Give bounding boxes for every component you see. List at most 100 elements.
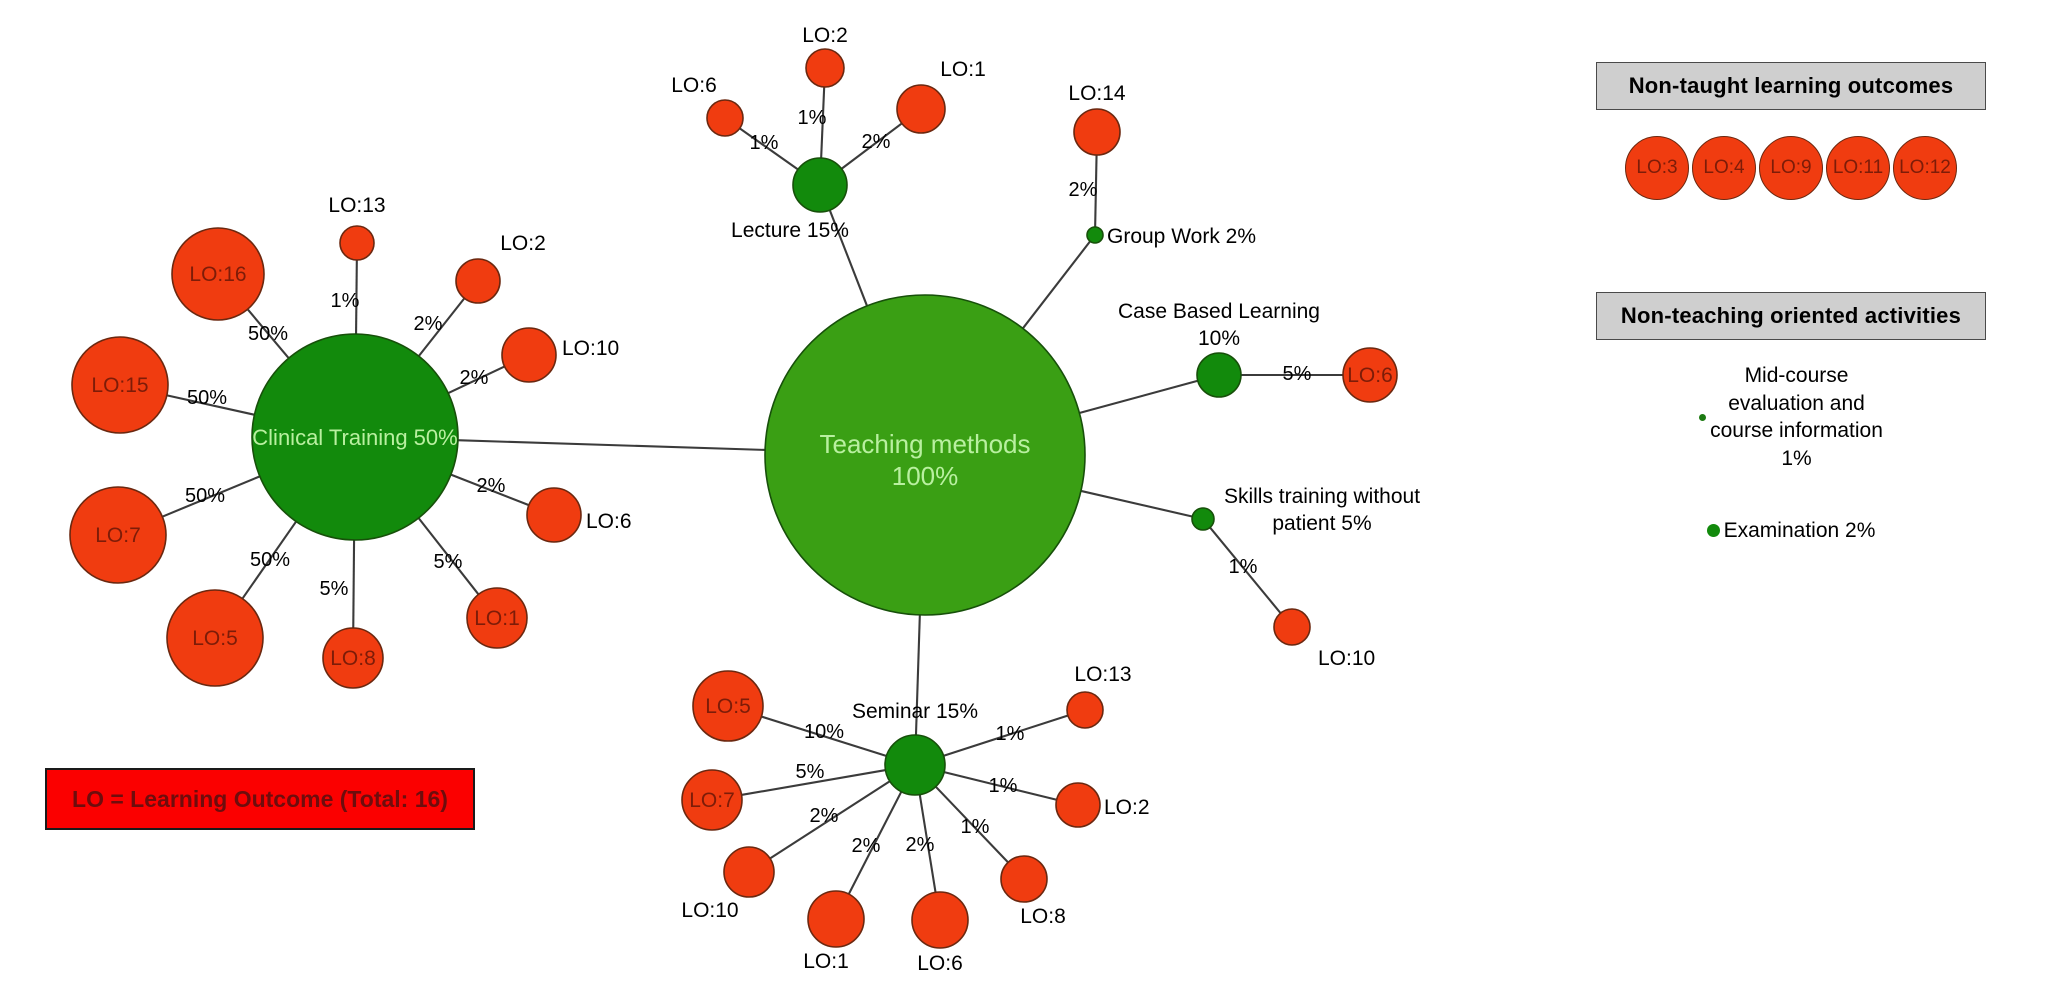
pct-clinical-training-9: 50% (187, 387, 227, 409)
non-teaching-item-1: Examination 2% (1596, 517, 1986, 545)
node-lo-seminar-4[interactable] (911, 891, 969, 949)
non-teaching-item-0: Mid-course evaluation and course informati… (1596, 362, 1986, 473)
non-taught-lo-chip-4[interactable]: LO:12 (1893, 136, 1957, 200)
non-teaching-item-label-0: Mid-course evaluation and course informati… (1710, 364, 1883, 471)
edge-seminar-leaf-3 (934, 785, 1010, 864)
non-taught-lo-chip-3[interactable]: LO:11 (1826, 136, 1890, 200)
edge-root-to-clinical-training (456, 439, 767, 452)
node-lo-clinical-training-9[interactable] (71, 336, 169, 434)
node-method-clinical-training[interactable] (251, 333, 459, 541)
edge-root-to-skills-training (1079, 489, 1194, 518)
edge-seminar-leaf-0 (760, 715, 888, 758)
node-lo-clinical-training-2[interactable] (455, 258, 501, 304)
node-method-skills-training[interactable] (1191, 507, 1215, 531)
pct-seminar-6: 2% (810, 805, 839, 827)
edge-lecture-leaf-1 (820, 85, 826, 160)
pct-seminar-2: 1% (989, 775, 1018, 797)
node-method-seminar[interactable] (884, 734, 946, 796)
label-lo-clinical-training-2: LO:2 (500, 232, 546, 255)
pct-clinical-training-6: 5% (320, 578, 349, 600)
label-lo-seminar-3: LO:8 (1020, 905, 1066, 928)
node-method-case-based-learning[interactable] (1196, 352, 1242, 398)
node-lo-clinical-training-7[interactable] (166, 589, 264, 687)
edge-lecture-leaf-0 (738, 126, 800, 171)
label-lo-clinical-training-1: LO:13 (328, 194, 385, 217)
node-method-group-work[interactable] (1086, 226, 1104, 244)
pct-skills-training-0: 1% (1229, 556, 1258, 578)
pct-seminar-4: 2% (906, 834, 935, 856)
edge-skills-training-leaf-0 (1208, 526, 1282, 615)
label-lo-seminar-0: LO:5 (705, 695, 751, 718)
node-lo-clinical-training-1[interactable] (339, 225, 375, 261)
node-lo-lecture-0[interactable] (706, 99, 744, 137)
edge-root-to-lecture (828, 208, 869, 308)
edge-clinical-training-leaf-9 (165, 394, 256, 416)
non-teaching-item-label-1: Examination 2% (1723, 518, 1876, 542)
label-method-case-based-learning: Case Based Learning 10% (1118, 300, 1320, 350)
node-lo-seminar-0[interactable] (692, 670, 764, 742)
node-lo-group-work-0[interactable] (1073, 108, 1121, 156)
non-taught-lo-chip-0[interactable]: LO:3 (1625, 136, 1689, 200)
label-lo-lecture-0: LO:6 (671, 74, 717, 97)
pct-seminar-5: 2% (852, 835, 881, 857)
node-lo-clinical-training-8[interactable] (69, 486, 167, 584)
pct-clinical-training-1: 1% (331, 290, 360, 312)
pct-clinical-training-2: 2% (414, 313, 443, 335)
label-lo-seminar-2: LO:2 (1104, 796, 1150, 819)
pct-group-work-0: 2% (1069, 179, 1098, 201)
node-root-teaching-methods[interactable] (764, 294, 1086, 616)
label-method-lecture: Lecture 15% (731, 219, 849, 242)
panel-non-taught-learning-outcomes: Non-taught learning outcomes LO:3 LO:4 LO:… (1596, 62, 1986, 200)
label-lo-clinical-training-8: LO:7 (95, 524, 141, 547)
non-taught-lo-chip-2[interactable]: LO:9 (1759, 136, 1823, 200)
label-lo-lecture-1: LO:2 (802, 24, 848, 47)
node-lo-skills-training-0[interactable] (1273, 608, 1311, 646)
label-root-teaching-methods: Teaching methods 100% (819, 429, 1030, 491)
edges-layer (161, 85, 1344, 896)
edge-seminar-leaf-6 (768, 779, 892, 860)
edge-clinical-training-leaf-5 (417, 516, 480, 596)
label-lo-clinical-training-4: LO:6 (586, 510, 632, 533)
edge-seminar-leaf-5 (847, 790, 903, 896)
node-lo-clinical-training-6[interactable] (322, 627, 384, 689)
label-lo-seminar-4: LO:6 (917, 952, 963, 975)
label-lo-seminar-5: LO:1 (803, 950, 849, 973)
edge-clinical-training-leaf-6 (352, 538, 356, 630)
label-method-seminar: Seminar 15% (852, 700, 978, 723)
non-taught-lo-chip-1[interactable]: LO:4 (1692, 136, 1756, 200)
edge-lecture-leaf-2 (840, 121, 904, 171)
node-lo-lecture-2[interactable] (896, 84, 946, 134)
edge-seminar-leaf-4 (918, 793, 937, 894)
edge-group-work-leaf-0 (1094, 153, 1098, 229)
pct-seminar-7: 5% (796, 761, 825, 783)
label-lo-seminar-1: LO:13 (1074, 663, 1131, 686)
pct-clinical-training-7: 50% (250, 549, 290, 571)
label-lo-clinical-training-3: LO:10 (562, 337, 619, 360)
node-lo-clinical-training-0[interactable] (171, 227, 265, 321)
node-method-lecture[interactable] (792, 157, 848, 213)
pct-clinical-training-0: 50% (248, 323, 288, 345)
edge-seminar-leaf-7 (740, 768, 887, 797)
node-lo-clinical-training-5[interactable] (466, 587, 528, 649)
node-lo-case-based-learning-0[interactable] (1342, 347, 1398, 403)
edge-clinical-training-leaf-0 (246, 307, 291, 360)
label-lo-case-based-learning-0: LO:6 (1347, 364, 1393, 387)
node-lo-seminar-7[interactable] (681, 769, 743, 831)
label-lo-clinical-training-7: LO:5 (192, 627, 238, 650)
edge-clinical-training-leaf-4 (449, 473, 531, 507)
pct-seminar-3: 1% (961, 816, 990, 838)
node-lo-clinical-training-3[interactable] (501, 327, 557, 383)
edge-root-to-group-work (1021, 239, 1092, 330)
edge-seminar-leaf-1 (942, 714, 1070, 758)
node-lo-clinical-training-4[interactable] (526, 487, 582, 543)
node-lo-lecture-1[interactable] (805, 48, 845, 88)
node-lo-seminar-6[interactable] (723, 846, 775, 898)
node-lo-seminar-3[interactable] (1000, 855, 1048, 903)
node-lo-seminar-5[interactable] (807, 890, 865, 948)
node-lo-seminar-2[interactable] (1055, 782, 1101, 828)
label-lo-group-work-0: LO:14 (1068, 82, 1126, 105)
node-lo-seminar-1[interactable] (1066, 691, 1104, 729)
panel-non-taught-title: Non-taught learning outcomes (1596, 62, 1986, 110)
